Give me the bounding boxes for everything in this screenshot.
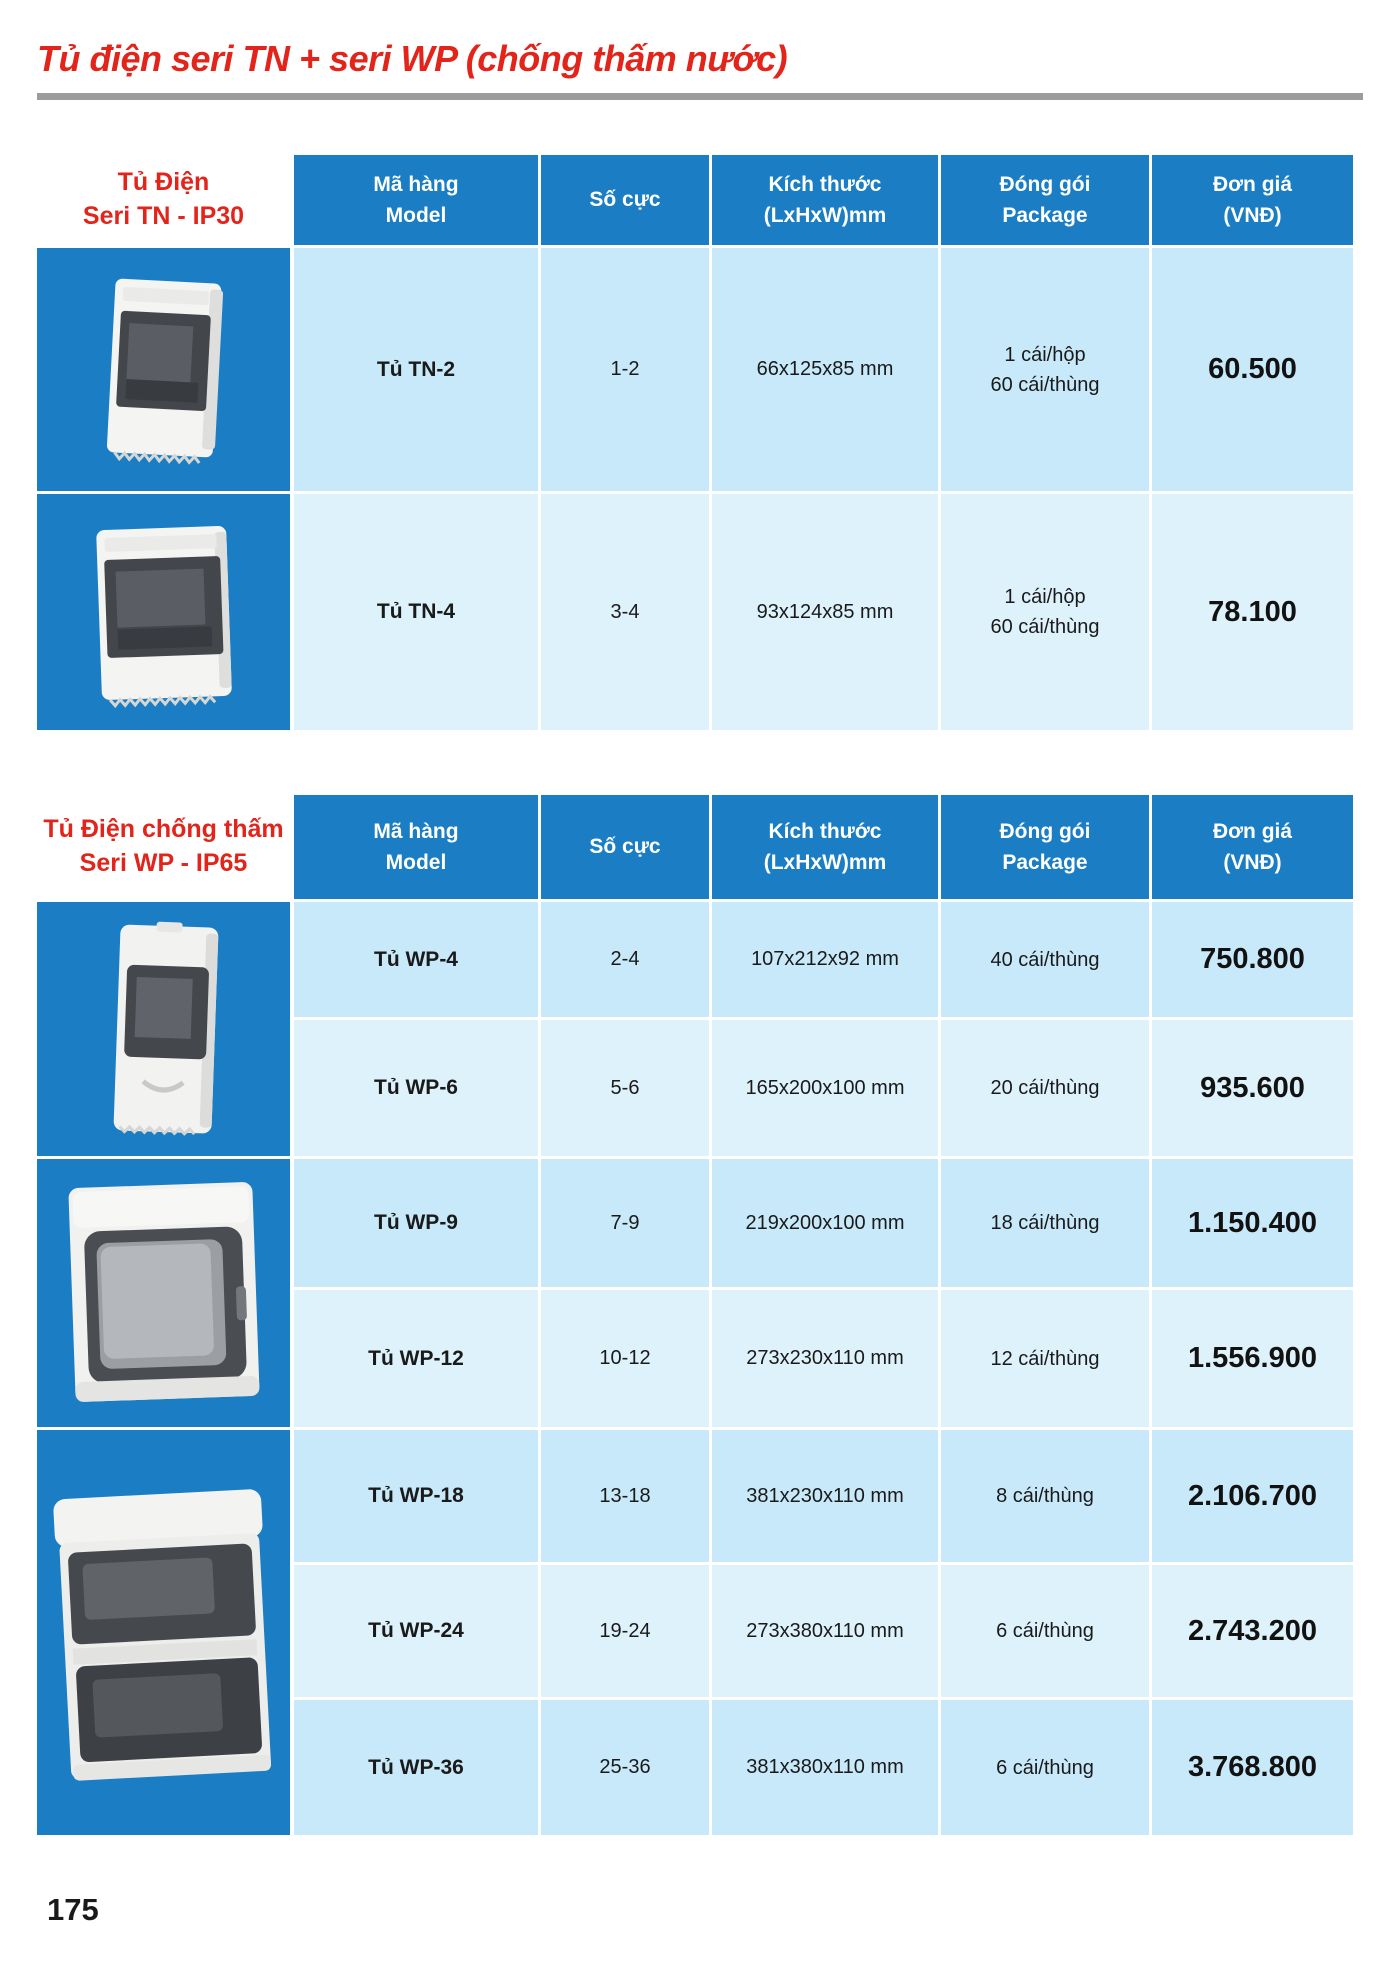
size-cell: 93x124x85 mm <box>712 494 938 730</box>
size-cell: 165x200x100 mm <box>712 1020 938 1156</box>
package-cell: 12 cái/thùng <box>941 1290 1149 1427</box>
poles-cell: 19-24 <box>541 1565 709 1697</box>
tn-data-column: Mã hàng Model Số cực Kích thước (LxHxW)m… <box>294 155 1363 730</box>
wp4-wp6-product-photo <box>37 902 290 1156</box>
price-cell: 1.150.400 <box>1152 1159 1353 1287</box>
table-row-tn2: Tủ TN-2 1-2 66x125x85 mm 1 cái/hộp 60 cá… <box>294 248 1363 491</box>
title-underline <box>37 93 1363 100</box>
tn-header-row: Mã hàng Model Số cực Kích thước (LxHxW)m… <box>294 155 1363 245</box>
size-cell: 66x125x85 mm <box>712 248 938 491</box>
price-cell: 78.100 <box>1152 494 1353 730</box>
package-cell: 1 cái/hộp 60 cái/thùng <box>941 248 1149 491</box>
package-cell: 6 cái/thùng <box>941 1700 1149 1835</box>
column-header-model: Mã hàng Model <box>294 795 538 899</box>
price-cell: 60.500 <box>1152 248 1353 491</box>
tn2-cabinet-illustration <box>106 278 223 465</box>
size-cell: 273x380x110 mm <box>712 1565 938 1697</box>
column-header-package: Đóng gói Package <box>941 795 1149 899</box>
column-header-model: Mã hàng Model <box>294 155 538 245</box>
column-header-price: Đơn giá (VNĐ) <box>1152 155 1353 245</box>
wp-medium-cabinet-illustration <box>68 1181 260 1402</box>
tn-label-line2: Seri TN - IP30 <box>82 202 245 230</box>
poles-cell: 25-36 <box>541 1700 709 1835</box>
package-cell: 18 cái/thùng <box>941 1159 1149 1287</box>
poles-cell: 13-18 <box>541 1430 709 1562</box>
price-cell: 3.768.800 <box>1152 1700 1353 1835</box>
tn-left-column: Tủ Điện Seri TN - IP30 <box>37 155 290 730</box>
wp-large-cabinet-illustration <box>53 1488 272 1781</box>
column-header-size: Kích thước (LxHxW)mm <box>712 155 938 245</box>
model-cell: Tủ WP-9 <box>294 1159 538 1287</box>
model-cell: Tủ WP-6 <box>294 1020 538 1156</box>
package-cell: 20 cái/thùng <box>941 1020 1149 1156</box>
model-cell: Tủ TN-2 <box>294 248 538 491</box>
wp-left-column: Tủ Điện chống thấm Seri WP - IP65 <box>37 795 290 1835</box>
tn4-product-photo <box>37 494 290 730</box>
wp-data-column: Mã hàng Model Số cực Kích thước (LxHxW)m… <box>294 795 1363 1835</box>
size-cell: 381x380x110 mm <box>712 1700 938 1835</box>
model-cell: Tủ WP-36 <box>294 1700 538 1835</box>
table-row-wp24: Tủ WP-24 19-24 273x380x110 mm 6 cái/thùn… <box>294 1565 1363 1697</box>
table-row-wp18: Tủ WP-18 13-18 381x230x110 mm 8 cái/thùn… <box>294 1430 1363 1562</box>
size-cell: 107x212x92 mm <box>712 902 938 1017</box>
column-header-price: Đơn giá (VNĐ) <box>1152 795 1353 899</box>
size-cell: 273x230x110 mm <box>712 1290 938 1427</box>
model-cell: Tủ TN-4 <box>294 494 538 730</box>
table-row-wp4: Tủ WP-4 2-4 107x212x92 mm 40 cái/thùng 7… <box>294 902 1363 1017</box>
price-cell: 935.600 <box>1152 1020 1353 1156</box>
column-header-package: Đóng gói Package <box>941 155 1149 245</box>
wp-label-line1: Tủ Điện chống thấm <box>43 815 284 844</box>
model-cell: Tủ WP-4 <box>294 902 538 1017</box>
tn-table-label: Tủ Điện Seri TN - IP30 <box>37 155 290 245</box>
column-header-poles: Số cực <box>541 155 709 245</box>
price-cell: 1.556.900 <box>1152 1290 1353 1427</box>
tn-label-line1: Tủ Điện <box>117 168 210 197</box>
poles-cell: 5-6 <box>541 1020 709 1156</box>
tn2-product-photo <box>37 248 290 491</box>
size-cell: 381x230x110 mm <box>712 1430 938 1562</box>
column-header-size: Kích thước (LxHxW)mm <box>712 795 938 899</box>
wp-small-cabinet-illustration <box>113 921 218 1136</box>
page-title: Tủ điện seri TN + seri WP (chống thấm nư… <box>37 38 788 79</box>
table-row-wp9: Tủ WP-9 7-9 219x200x100 mm 18 cái/thùng … <box>294 1159 1363 1287</box>
wp-series-table: Tủ Điện chống thấm Seri WP - IP65 <box>37 795 1363 1835</box>
price-cell: 750.800 <box>1152 902 1353 1017</box>
table-row-wp12: Tủ WP-12 10-12 273x230x110 mm 12 cái/thù… <box>294 1290 1363 1427</box>
wp-table-label: Tủ Điện chống thấm Seri WP - IP65 <box>37 795 290 899</box>
wp-label-line2: Seri WP - IP65 <box>79 849 248 877</box>
wp18-wp24-wp36-product-photo <box>37 1430 290 1835</box>
tn-series-table: Tủ Điện Seri TN - IP30 <box>37 155 1363 730</box>
column-header-poles: Số cực <box>541 795 709 899</box>
table-row-wp6: Tủ WP-6 5-6 165x200x100 mm 20 cái/thùng … <box>294 1020 1363 1156</box>
wp9-wp12-product-photo <box>37 1159 290 1427</box>
model-cell: Tủ WP-12 <box>294 1290 538 1427</box>
table-row-tn4: Tủ TN-4 3-4 93x124x85 mm 1 cái/hộp 60 cá… <box>294 494 1363 730</box>
tn4-cabinet-illustration <box>95 525 232 708</box>
poles-cell: 7-9 <box>541 1159 709 1287</box>
package-cell: 40 cái/thùng <box>941 902 1149 1017</box>
poles-cell: 1-2 <box>541 248 709 491</box>
wp-header-row: Mã hàng Model Số cực Kích thước (LxHxW)m… <box>294 795 1363 899</box>
price-cell: 2.106.700 <box>1152 1430 1353 1562</box>
poles-cell: 3-4 <box>541 494 709 730</box>
price-cell: 2.743.200 <box>1152 1565 1353 1697</box>
table-row-wp36: Tủ WP-36 25-36 381x380x110 mm 6 cái/thùn… <box>294 1700 1363 1835</box>
model-cell: Tủ WP-24 <box>294 1565 538 1697</box>
page-number: 175 <box>47 1892 99 1927</box>
package-cell: 6 cái/thùng <box>941 1565 1149 1697</box>
package-cell: 8 cái/thùng <box>941 1430 1149 1562</box>
package-cell: 1 cái/hộp 60 cái/thùng <box>941 494 1149 730</box>
poles-cell: 2-4 <box>541 902 709 1017</box>
poles-cell: 10-12 <box>541 1290 709 1427</box>
size-cell: 219x200x100 mm <box>712 1159 938 1287</box>
model-cell: Tủ WP-18 <box>294 1430 538 1562</box>
